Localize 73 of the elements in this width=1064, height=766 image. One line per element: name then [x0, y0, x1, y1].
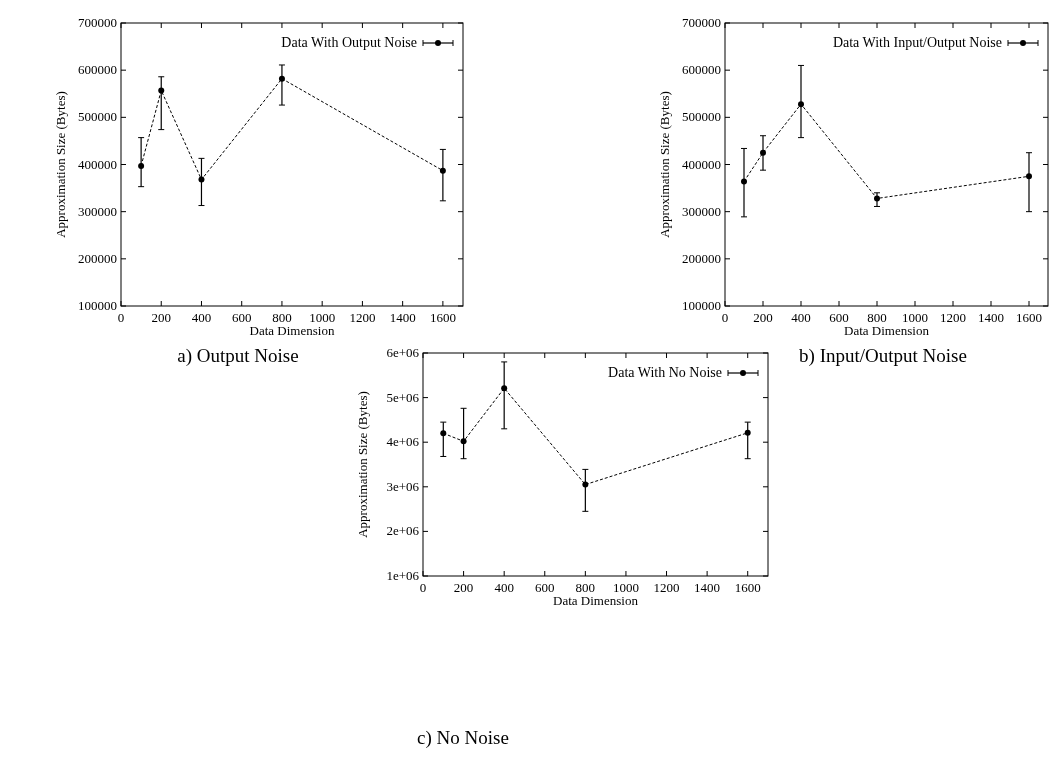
- y-tick-label: 400000: [682, 156, 721, 172]
- x-tick-label: 1600: [734, 580, 761, 595]
- legend-label: Data With No Noise: [608, 365, 722, 380]
- legend-label: Data With Input/Output Noise: [832, 35, 1002, 50]
- point: [439, 167, 446, 174]
- x-tick-label: 200: [453, 580, 474, 595]
- text: b) Input/Output Noise: [799, 345, 967, 367]
- point: [278, 75, 285, 82]
- y-tick-label: 6e+06: [386, 345, 420, 360]
- point: [760, 149, 766, 156]
- text: c) No Noise: [417, 727, 509, 749]
- x-tick-label: 1400: [389, 310, 416, 325]
- x-tick-label: 1600: [429, 310, 456, 325]
- legend-label: Data With Output Noise: [281, 35, 417, 50]
- point: [741, 178, 747, 185]
- y-tick-label: 700000: [78, 15, 117, 30]
- x-tick-label: 400: [191, 310, 212, 325]
- y-tick-label: 100000: [682, 298, 721, 313]
- y-tick-label: 500000: [682, 109, 721, 125]
- y-tick-label: 5e+06: [386, 389, 420, 405]
- x-tick-label: 600: [231, 310, 252, 325]
- point: [798, 101, 804, 108]
- y-tick-label: 500000: [78, 109, 117, 125]
- y-tick-label: 300000: [78, 203, 117, 219]
- x-axis-title: Data Dimension: [844, 323, 930, 338]
- x-tick-label: 1400: [978, 310, 1004, 325]
- x-tick-label: 0: [419, 580, 427, 595]
- x-tick-label: 400: [791, 310, 811, 325]
- text: a) Output Noise: [177, 345, 299, 367]
- x-axis-title: Data Dimension: [249, 323, 335, 338]
- point: [198, 176, 205, 183]
- x-tick-label: 600: [535, 580, 555, 595]
- y-tick-label: 400000: [78, 156, 117, 172]
- point: [582, 481, 589, 488]
- x-tick-label: 1400: [694, 580, 721, 595]
- x-tick-label: 0: [117, 310, 125, 325]
- y-axis-title: Approximation Size (Bytes): [53, 91, 68, 238]
- point: [158, 87, 165, 94]
- x-tick-label: 1000: [902, 310, 928, 325]
- y-tick-label: 3e+06: [386, 478, 420, 494]
- x-tick-label: 1200: [349, 310, 376, 325]
- y-tick-label: 2e+06: [386, 523, 420, 539]
- x-tick-label: 1000: [612, 580, 639, 595]
- x-tick-label: 600: [829, 310, 849, 325]
- x-tick-label: 200: [151, 310, 171, 325]
- y-tick-label: 300000: [682, 203, 721, 219]
- y-tick-label: 200000: [682, 250, 721, 266]
- x-tick-label: 1600: [1016, 310, 1042, 325]
- x-tick-label: 800: [272, 310, 292, 325]
- point: [501, 385, 508, 392]
- point: [1026, 173, 1032, 180]
- y-tick-label: 1e+06: [386, 568, 420, 583]
- x-tick-label: 1200: [653, 580, 680, 595]
- x-tick-label: 0: [721, 310, 729, 325]
- y-tick-label: 200000: [78, 250, 117, 266]
- x-tick-label: 1000: [309, 310, 336, 325]
- point: [440, 430, 447, 437]
- y-axis-title: Approximation Size (Bytes): [657, 91, 672, 238]
- point: [460, 438, 467, 445]
- x-tick-label: 800: [575, 580, 596, 595]
- y-axis-title: Approximation Size (Bytes): [355, 391, 370, 538]
- y-tick-label: 4e+06: [386, 434, 420, 450]
- y-tick-label: 600000: [78, 62, 117, 78]
- x-axis-title: Data Dimension: [553, 593, 639, 608]
- x-tick-label: 1200: [940, 310, 966, 325]
- y-tick-label: 600000: [682, 62, 721, 78]
- point: [138, 162, 145, 169]
- point: [744, 429, 751, 436]
- y-tick-label: 700000: [682, 15, 721, 30]
- y-tick-label: 100000: [78, 298, 117, 313]
- x-tick-label: 800: [867, 310, 887, 325]
- x-tick-label: 200: [753, 310, 773, 325]
- x-tick-label: 400: [494, 580, 514, 595]
